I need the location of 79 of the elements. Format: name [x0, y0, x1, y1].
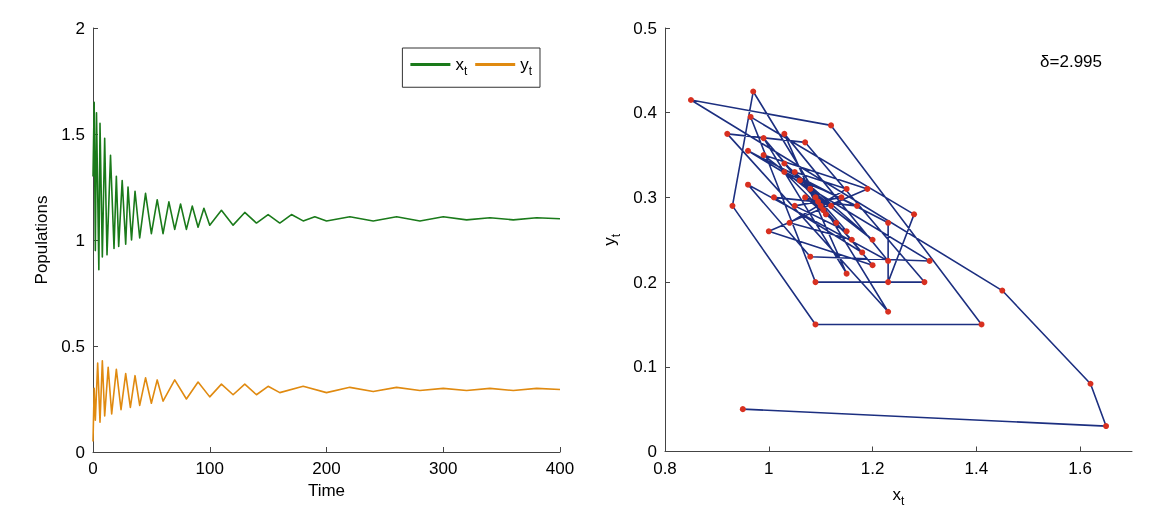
point [822, 211, 829, 218]
point [843, 185, 850, 192]
point [978, 321, 985, 328]
point [859, 249, 866, 256]
y-tick-label: 0.5 [633, 18, 657, 38]
x-tick-label: 1.4 [964, 458, 989, 478]
point [802, 194, 809, 201]
line-series [92, 101, 561, 271]
point [791, 168, 798, 175]
point [820, 207, 827, 214]
point [724, 130, 731, 137]
point [838, 194, 845, 201]
point [750, 88, 757, 95]
point [911, 211, 918, 218]
point [1103, 423, 1110, 430]
x-tick-label: 1.6 [1068, 458, 1092, 478]
point [786, 219, 793, 226]
x-tick-label: 0.8 [653, 458, 677, 478]
point [926, 257, 933, 264]
point [843, 270, 850, 277]
y-tick-label: 0.5 [61, 336, 85, 356]
point [765, 228, 772, 235]
x-tick-label: 300 [429, 459, 458, 478]
point [807, 185, 814, 192]
point [1087, 380, 1094, 387]
point [812, 279, 819, 286]
point [869, 262, 876, 269]
y-tick-label: 1 [75, 230, 85, 250]
x-axis-title: Time [307, 481, 346, 500]
point [921, 279, 928, 286]
point [817, 202, 824, 209]
y-tick-label: 0.4 [633, 103, 657, 123]
point [864, 185, 871, 192]
x-tick-label: 400 [545, 459, 575, 478]
point [869, 236, 876, 243]
point [833, 219, 840, 226]
y-tick-label: 0 [647, 442, 657, 461]
x-tick-label: 100 [195, 459, 224, 478]
point [687, 97, 694, 103]
point [770, 194, 777, 201]
point [807, 253, 814, 260]
point [796, 177, 803, 184]
point [828, 122, 835, 129]
x-tick-label: 1 [764, 458, 774, 478]
point [848, 236, 855, 243]
point [854, 202, 860, 209]
y-tick-label: 0 [75, 442, 85, 462]
point [745, 181, 752, 188]
point [885, 219, 892, 226]
point [791, 202, 798, 209]
point [843, 228, 850, 235]
point [802, 139, 809, 146]
point [747, 113, 754, 120]
point [885, 279, 892, 286]
y-tick-label: 0.1 [633, 357, 657, 377]
y-axis-title: yt [600, 233, 624, 246]
point [760, 135, 767, 142]
line-series [92, 360, 561, 443]
point [828, 202, 835, 209]
point [729, 202, 736, 209]
point [745, 147, 752, 154]
point [885, 308, 892, 315]
point [760, 152, 767, 159]
x-tick-label: 200 [312, 459, 341, 478]
y-axis-title: Populations [32, 195, 52, 285]
point [885, 257, 892, 264]
x-tick-label: 1.2 [860, 458, 885, 478]
point [999, 287, 1006, 294]
point [812, 321, 819, 328]
y-tick-label: 2 [75, 18, 85, 38]
point [739, 406, 746, 413]
point [781, 130, 788, 137]
y-tick-label: 0.2 [633, 272, 657, 292]
point [815, 198, 822, 205]
y-tick-label: 0.3 [633, 187, 657, 207]
x-tick-label: 0 [88, 459, 98, 478]
y-tick-label: 1.5 [61, 124, 85, 144]
point [781, 168, 788, 175]
annotation: δ=2.995 [1040, 52, 1103, 71]
